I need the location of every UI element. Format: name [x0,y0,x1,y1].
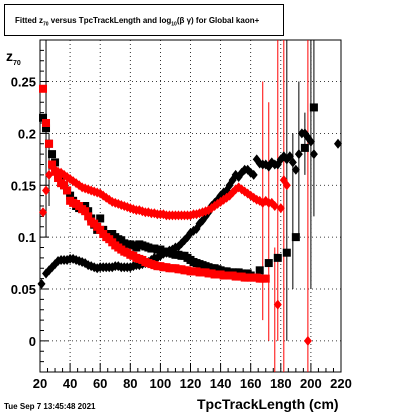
x-tick-label: 160 [240,376,262,391]
data-point-square [39,113,48,122]
data-point-diamond [282,180,291,191]
chart-title: Fitted z70 versus TpcTrackLength and log… [15,16,259,28]
y-axis-label: z70 [6,48,21,67]
data-point-square [84,212,93,221]
data-point-square [264,259,273,268]
data-point-square [273,253,282,262]
title-prefix: Fitted z [15,16,43,25]
data-point-square [60,181,69,190]
data-point-diamond [273,299,282,310]
data-point-square [39,84,48,93]
timestamp: Tue Sep 7 13:45:48 2021 [4,402,96,411]
data-point-diamond [288,157,297,168]
axis-ticks: 20 40 60 80 100 120 140 160 180 200 220 0 0.05 0.1 0.1… [11,49,352,391]
data-point-square [48,150,57,159]
data-point-square [54,173,63,182]
y-tick-label: 0.25 [11,75,36,90]
error-bars [45,40,315,372]
title-middle: versus TpcTrackLength and log [48,16,172,25]
y-tick-label: 0 [29,334,36,349]
title-suffix: (β γ) for Global kaon+ [176,16,260,25]
data-point-square [255,266,264,275]
x-tick-label: 40 [63,376,77,391]
title-box: Fitted z70 versus TpcTrackLength and log… [4,4,284,36]
data-point-square [96,214,105,223]
title-sub1: 70 [43,21,49,28]
x-tick-label: 60 [93,376,107,391]
data-point-diamond [270,201,279,211]
x-tick-label: 220 [330,376,352,391]
data-point-diamond [42,185,51,196]
data-point-diamond [291,164,300,175]
data-point-square [66,191,75,200]
data-point-diamond [294,149,303,160]
data-point-diamond [333,138,342,149]
x-tick-label: 100 [150,376,172,391]
data-point-square [309,103,318,112]
data-point-diamond [249,169,258,180]
data-point-square [261,274,270,283]
data-point-square [81,207,90,216]
data-point-square [45,139,54,148]
x-tick-label: 20 [33,376,47,391]
data-point-square [42,124,51,133]
y-tick-label: 0.15 [11,178,36,193]
data-point-square [282,248,291,257]
y-tick-label: 0.2 [18,126,36,141]
data-point-diamond [39,207,48,218]
data-point-square [96,225,105,234]
y-axis-label-main: z [6,48,13,64]
data-marks [37,84,342,346]
data-point-diamond [45,169,54,180]
data-point-diamond [276,203,285,214]
data-point-square [63,186,72,195]
data-point-diamond [306,136,315,147]
x-tick-label: 120 [180,376,202,391]
y-axis-label-sub: 70 [13,59,21,67]
data-point-diamond [37,278,46,289]
data-point-square [291,233,300,242]
grid-lines [40,40,341,372]
x-tick-label: 80 [123,376,137,391]
x-tick-label: 140 [210,376,232,391]
x-tick-label: 200 [300,376,322,391]
data-point-square [42,119,51,127]
title-sub2: 10 [171,21,177,28]
data-point-diamond [303,335,312,346]
y-tick-label: 0.05 [11,282,36,297]
data-point-diamond [309,149,318,160]
x-axis-label: TpcTrackLength (cm) [197,396,339,412]
data-point-square [300,143,309,152]
x-tick-label: 180 [270,376,292,391]
y-tick-label: 0.1 [18,230,36,245]
